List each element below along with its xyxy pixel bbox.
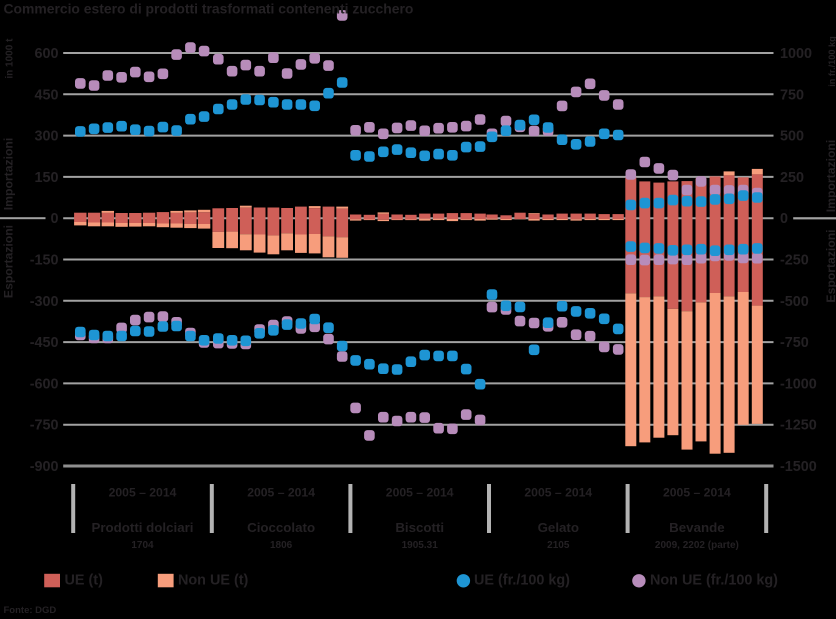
svg-text:UE (fr./100 kg): UE (fr./100 kg) xyxy=(474,573,570,589)
svg-text:2005 – 2014: 2005 – 2014 xyxy=(386,485,454,499)
svg-text:-1000: -1000 xyxy=(780,376,817,392)
svg-text:Biscotti: Biscotti xyxy=(395,520,444,535)
svg-text:750: 750 xyxy=(780,87,804,103)
svg-text:-750: -750 xyxy=(30,418,59,434)
svg-text:Non UE (fr./100 kg): Non UE (fr./100 kg) xyxy=(650,573,778,589)
svg-text:1806: 1806 xyxy=(270,540,293,551)
svg-text:1000: 1000 xyxy=(780,46,812,62)
svg-text:2005 – 2014: 2005 – 2014 xyxy=(247,485,315,499)
svg-text:-750: -750 xyxy=(780,335,809,351)
svg-text:-150: -150 xyxy=(30,253,59,269)
svg-text:Commercio estero di prodotti t: Commercio estero di prodotti trasformati… xyxy=(4,0,414,16)
svg-text:250: 250 xyxy=(780,170,804,186)
svg-text:2105: 2105 xyxy=(547,540,570,551)
svg-text:300: 300 xyxy=(34,129,58,145)
svg-text:Non UE (t): Non UE (t) xyxy=(178,573,249,589)
svg-text:Prodotti dolciari: Prodotti dolciari xyxy=(92,520,194,535)
svg-text:-900: -900 xyxy=(30,459,59,475)
svg-text:2005 – 2014: 2005 – 2014 xyxy=(524,485,592,499)
svg-text:-250: -250 xyxy=(780,253,809,269)
svg-text:Fonte: DGD: Fonte: DGD xyxy=(4,605,57,616)
svg-text:600: 600 xyxy=(34,46,58,62)
svg-text:-1250: -1250 xyxy=(780,418,817,434)
svg-text:in fr./100 kg: in fr./100 kg xyxy=(827,36,836,87)
svg-text:Bevande: Bevande xyxy=(669,520,724,535)
svg-text:0: 0 xyxy=(780,211,788,227)
svg-text:Esportazioni: Esportazioni xyxy=(824,229,836,302)
svg-text:450: 450 xyxy=(34,87,58,103)
svg-text:1905.31: 1905.31 xyxy=(402,540,439,551)
svg-text:-500: -500 xyxy=(780,294,809,310)
svg-text:Esportazioni: Esportazioni xyxy=(2,225,16,298)
svg-text:-450: -450 xyxy=(30,335,59,351)
svg-text:UE (t): UE (t) xyxy=(65,573,104,589)
svg-text:in 1000 t: in 1000 t xyxy=(5,38,16,79)
svg-text:2009, 2202 (parte): 2009, 2202 (parte) xyxy=(655,540,739,551)
svg-text:500: 500 xyxy=(780,129,804,145)
svg-text:150: 150 xyxy=(34,170,58,186)
svg-text:Cioccolato: Cioccolato xyxy=(247,520,315,535)
svg-text:0: 0 xyxy=(50,211,58,227)
svg-text:-1500: -1500 xyxy=(780,459,817,475)
svg-text:2005 – 2014: 2005 – 2014 xyxy=(663,485,731,499)
svg-text:Gelato: Gelato xyxy=(538,520,579,535)
svg-text:Importazioni: Importazioni xyxy=(824,140,836,212)
svg-text:2005 – 2014: 2005 – 2014 xyxy=(109,485,177,499)
svg-text:-600: -600 xyxy=(30,376,59,392)
svg-text:-300: -300 xyxy=(30,294,59,310)
svg-text:1704: 1704 xyxy=(131,540,154,551)
svg-text:Importazioni: Importazioni xyxy=(2,138,16,210)
